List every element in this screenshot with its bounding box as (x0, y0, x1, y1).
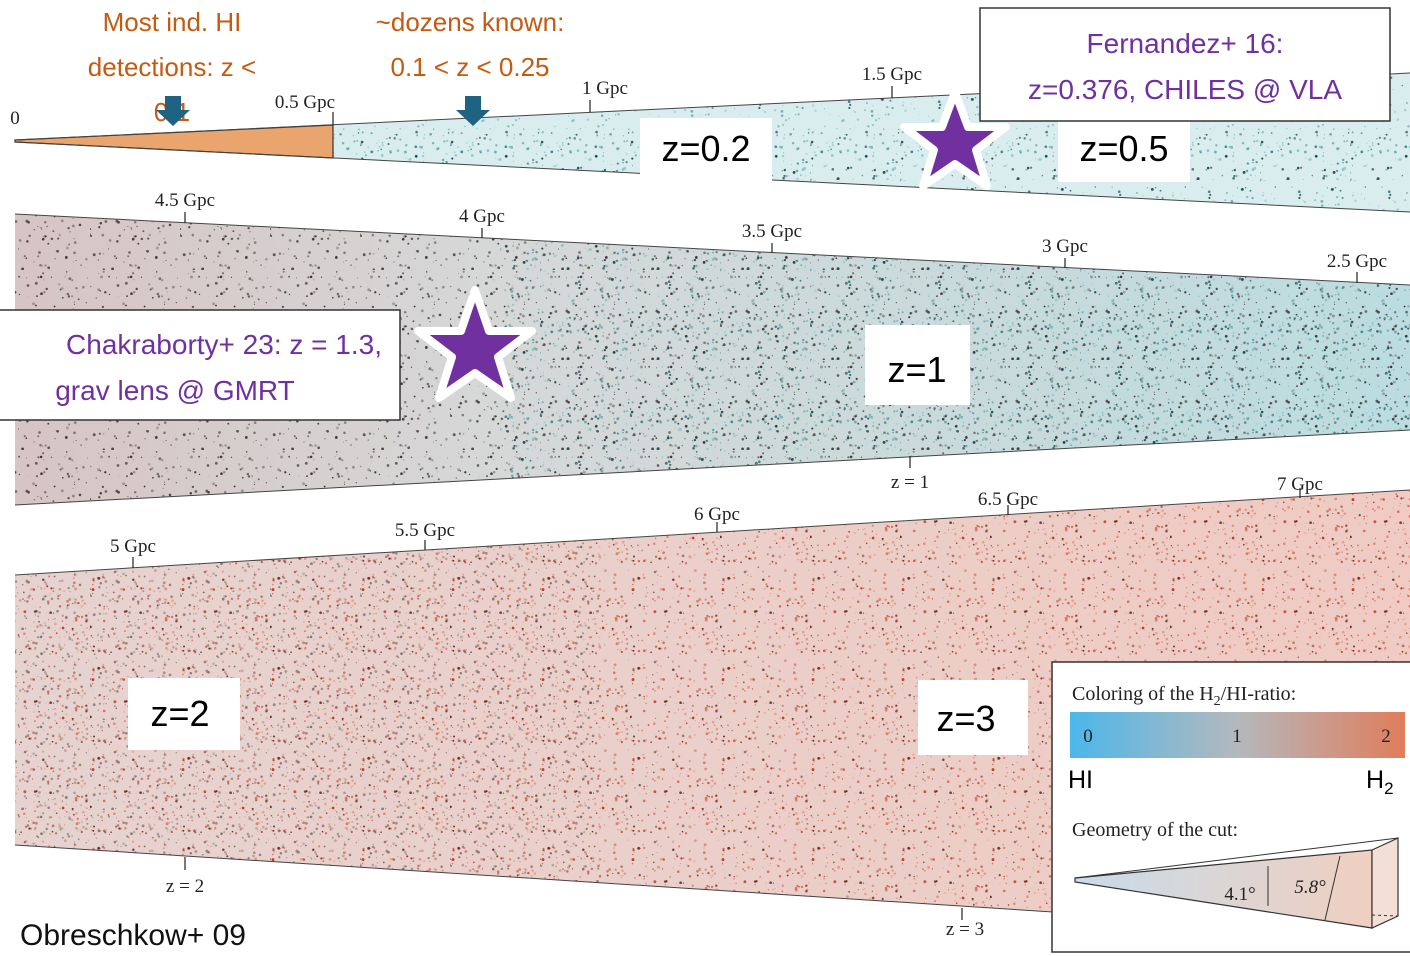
wedge-orange (15, 125, 333, 158)
annotation-line: 0.1 < z < 0.25 (390, 52, 549, 82)
colorbar-end-label: HI (1068, 766, 1093, 794)
slide: 0 0.5 Gpc 1 Gpc 1.5 Gpc 4.5 Gpc 4 Gpc 3.… (0, 0, 1410, 956)
angle-label: 5.8° (1294, 877, 1326, 898)
wedge-texture (15, 540, 600, 883)
colorbar-label: 0 (1083, 726, 1093, 747)
legend-title: Geometry of the cut: (1072, 819, 1238, 841)
distance-label: 3.5 Gpc (742, 221, 802, 242)
cut-face (1372, 838, 1398, 928)
callout-line: grav lens @ GMRT (55, 375, 295, 406)
distance-label: z = 3 (946, 919, 984, 940)
redshift-label: z=0.5 (1079, 128, 1168, 169)
distance-label: 2.5 Gpc (1327, 251, 1387, 272)
distance-label: 1.5 Gpc (862, 64, 922, 85)
distance-label: 4.5 Gpc (155, 190, 215, 211)
callout-line: Chakraborty+ 23: z = 1.3, (66, 329, 382, 360)
distance-label: 5 Gpc (110, 536, 156, 557)
distance-label: 5.5 Gpc (395, 520, 455, 541)
redshift-label: z=2 (150, 693, 209, 734)
text-part: Coloring of the H (1072, 683, 1214, 705)
subscript: 2 (1384, 779, 1393, 798)
redshift-label: z=0.2 (661, 128, 750, 169)
text-part: H (1366, 766, 1384, 794)
callout-line: Fernandez+ 16: (1087, 28, 1284, 59)
distance-label: 1 Gpc (582, 78, 628, 99)
distance-label: 0 (10, 108, 20, 129)
distance-label: 7 Gpc (1277, 474, 1323, 495)
callout: Chakraborty+ 23: z = 1.3, grav lens @ GM… (0, 310, 400, 420)
callout-line: z=0.376, CHILES @ VLA (1028, 74, 1342, 105)
angle-label: 4.1° (1224, 884, 1255, 905)
distance-label: 4 Gpc (459, 206, 505, 227)
distance-label: z = 1 (891, 472, 929, 493)
legend-panel: Coloring of the H2/HI-ratio: 0 1 2 HI H2… (1052, 662, 1410, 952)
subscript: 2 (1214, 694, 1221, 709)
redshift-label: z=1 (887, 349, 946, 390)
redshift-label: z=3 (936, 698, 995, 739)
annotation-line: detections: z < (88, 52, 256, 82)
credit: Obreschkow+ 09 (20, 919, 246, 952)
colorbar-label: 1 (1232, 726, 1242, 747)
annotation-line: Most ind. HI (103, 7, 242, 37)
distance-label: 6.5 Gpc (978, 489, 1038, 510)
distance-label: 0.5 Gpc (275, 92, 335, 113)
colorbar-label: 2 (1381, 726, 1391, 747)
annotation-line: ~dozens known: (376, 7, 565, 37)
distance-label: 6 Gpc (694, 504, 740, 525)
distance-label: 3 Gpc (1042, 236, 1088, 257)
distance-label: z = 2 (166, 876, 204, 897)
text-part: /HI-ratio: (1221, 683, 1297, 705)
callout: Fernandez+ 16: z=0.376, CHILES @ VLA (980, 8, 1390, 121)
